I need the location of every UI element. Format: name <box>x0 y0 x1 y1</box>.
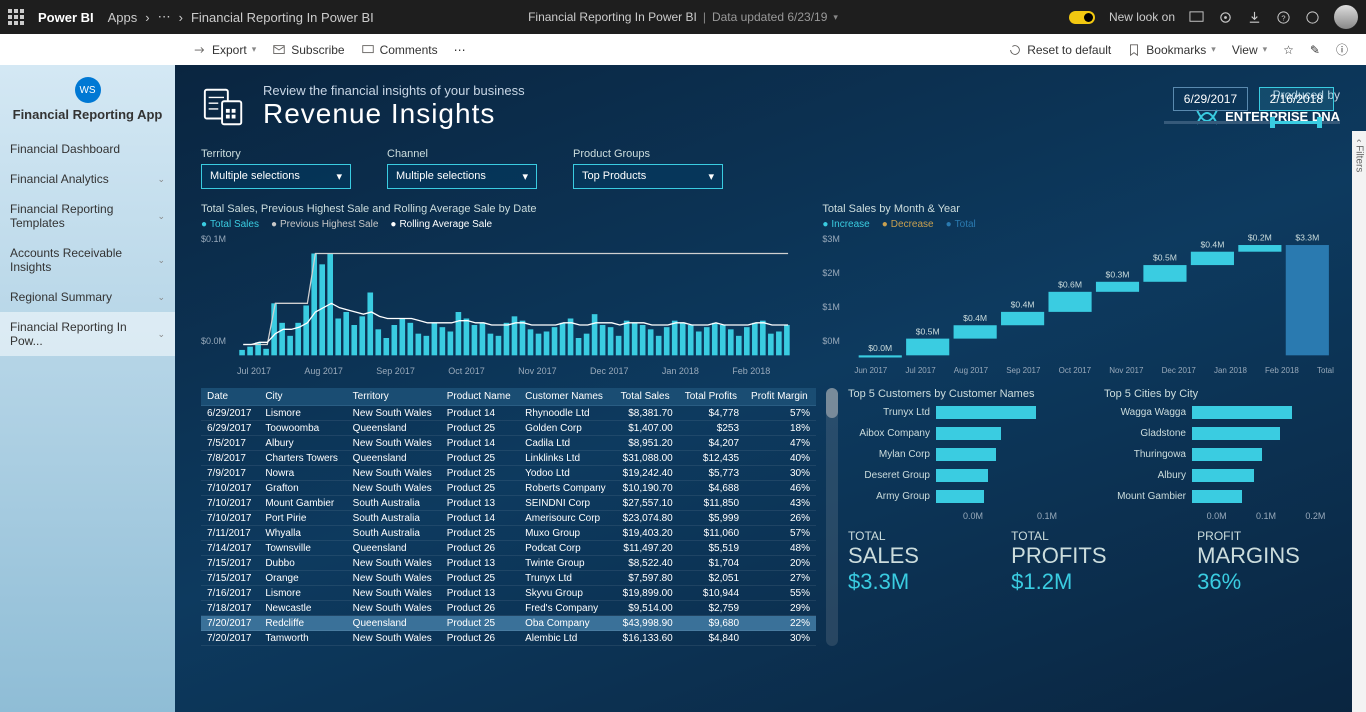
gear-icon[interactable] <box>1218 10 1233 25</box>
updated-label: Data updated 6/23/19 <box>712 10 827 24</box>
app-title: Financial Reporting App <box>0 107 175 122</box>
date-slider[interactable] <box>1164 121 1340 124</box>
svg-text:$0.5M: $0.5M <box>916 326 940 336</box>
sidebar-item[interactable]: Accounts Receivable Insights⌄ <box>0 238 175 282</box>
svg-text:$3.3M: $3.3M <box>1296 234 1320 243</box>
filters-pane-handle[interactable]: ‹ Filters <box>1352 131 1366 712</box>
svg-text:$0.0M: $0.0M <box>869 343 893 353</box>
top5-cities[interactable]: Top 5 Cities by City Wagga WaggaGladston… <box>1104 388 1340 521</box>
report-canvas: Review the financial insights of your bu… <box>175 65 1366 712</box>
workspace-icon[interactable]: WS <box>75 77 101 103</box>
help-icon[interactable]: ? <box>1276 10 1291 25</box>
filter-select[interactable]: Top Products▾ <box>573 164 723 189</box>
chart1-title: Total Sales, Previous Highest Sale and R… <box>201 203 796 215</box>
sidebar-item[interactable]: Financial Dashboard <box>0 134 175 164</box>
date-end[interactable]: 2/16/2018 <box>1259 87 1334 111</box>
top5-customers[interactable]: Top 5 Customers by Customer Names Trunyx… <box>848 388 1084 521</box>
favorite-icon[interactable]: ☆ <box>1275 43 1302 57</box>
svg-text:$0.2M: $0.2M <box>1248 234 1272 243</box>
svg-text:$0.6M: $0.6M <box>1058 279 1082 289</box>
new-look-toggle[interactable] <box>1069 11 1095 24</box>
brand: Power BI <box>38 10 94 25</box>
report-title: Financial Reporting In Power BI <box>528 10 697 24</box>
bookmarks-button[interactable]: Bookmarks▾ <box>1119 43 1224 57</box>
edit-icon[interactable]: ✎ <box>1302 43 1328 57</box>
svg-text:$0.5M: $0.5M <box>1153 253 1177 263</box>
data-table[interactable]: DateCityTerritoryProduct NameCustomer Na… <box>201 388 816 646</box>
toolbar: Export▾ Subscribe Comments ⋯ Reset to de… <box>0 34 1366 65</box>
crumb-current[interactable]: Financial Reporting In Power BI <box>191 10 374 25</box>
sidebar-item[interactable]: Financial Reporting In Pow...⌄ <box>0 312 175 356</box>
report-icon <box>201 84 247 130</box>
center-title: Financial Reporting In Power BI | Data u… <box>528 10 838 24</box>
chevron-down-icon[interactable]: ▾ <box>833 12 838 23</box>
reset-button[interactable]: Reset to default <box>1000 43 1119 57</box>
new-look-label: New look on <box>1109 10 1175 24</box>
apps-link[interactable]: Apps <box>108 10 138 25</box>
chevron-right-icon: › <box>145 10 149 25</box>
page-title: Revenue Insights <box>263 98 525 130</box>
kpi: TOTALPROFITS $1.2M <box>1011 529 1163 595</box>
app-launcher-icon[interactable] <box>8 9 24 25</box>
more-button[interactable]: ⋯ <box>446 34 474 65</box>
comments-button[interactable]: Comments <box>353 34 446 65</box>
more-icon[interactable]: ⋯ <box>158 9 171 25</box>
sidebar-item[interactable]: Financial Analytics⌄ <box>0 164 175 194</box>
top-app-bar: Power BI Apps › ⋯ › Financial Reporting … <box>0 0 1366 34</box>
date-start[interactable]: 6/29/2017 <box>1173 87 1248 111</box>
sidebar-item[interactable]: Financial Reporting Templates⌄ <box>0 194 175 238</box>
sidebar-item[interactable]: Regional Summary⌄ <box>0 282 175 312</box>
info-icon[interactable]: ⓘ <box>1328 41 1356 58</box>
breadcrumb: Apps › ⋯ › Financial Reporting In Power … <box>108 9 374 25</box>
chart2[interactable]: $3M$2M$1M$0M $0.0M$0.5M$0.4M$0.4M$0.6M$0… <box>822 234 1340 364</box>
kpi: PROFITMARGINS 36% <box>1197 529 1340 595</box>
view-button[interactable]: View▾ <box>1224 43 1275 57</box>
filter-select[interactable]: Multiple selections▾ <box>387 164 537 189</box>
chart2-title: Total Sales by Month & Year <box>822 203 1340 215</box>
svg-text:$0.4M: $0.4M <box>964 313 988 323</box>
sidebar: WS Financial Reporting App Financial Das… <box>0 65 175 712</box>
subtitle: Review the financial insights of your bu… <box>263 83 525 98</box>
filter-select[interactable]: Multiple selections▾ <box>201 164 351 189</box>
export-button[interactable]: Export▾ <box>185 34 264 65</box>
kpi: TOTALSALES $3.3M <box>848 529 977 595</box>
smiley-icon[interactable] <box>1305 10 1320 25</box>
avatar[interactable] <box>1334 5 1358 29</box>
subscribe-button[interactable]: Subscribe <box>264 34 352 65</box>
download-icon[interactable] <box>1247 10 1262 25</box>
scrollbar[interactable] <box>826 388 838 646</box>
svg-text:$0.3M: $0.3M <box>1106 269 1130 279</box>
svg-text:$0.4M: $0.4M <box>1201 239 1225 249</box>
present-icon[interactable] <box>1189 10 1204 25</box>
svg-text:$0.4M: $0.4M <box>1011 300 1035 310</box>
chart1[interactable]: $0.1M$0.0M <box>201 234 796 364</box>
chevron-right-icon: › <box>179 10 183 25</box>
svg-text:?: ? <box>1281 13 1285 22</box>
